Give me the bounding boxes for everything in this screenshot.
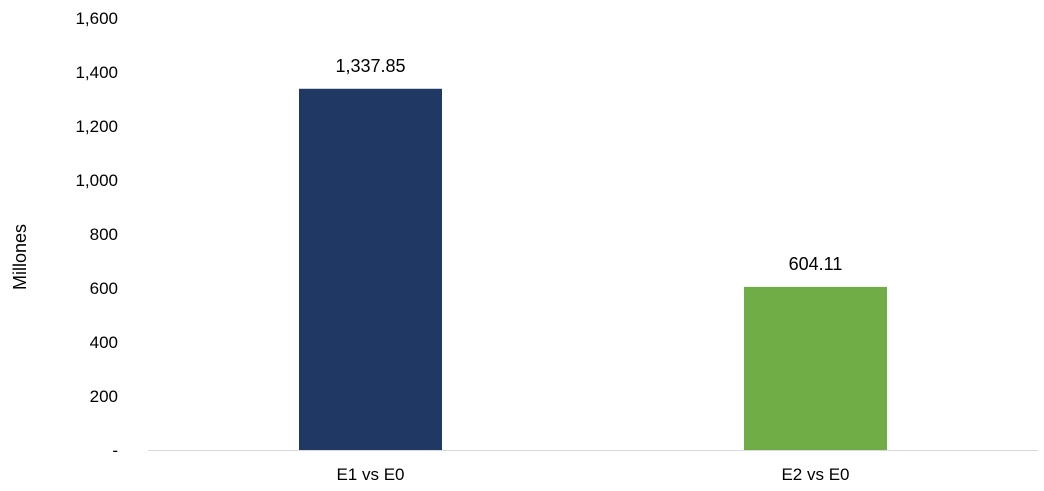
data-labels: 1,337.85 604.11 [335,56,842,274]
bar-1 [299,88,442,450]
bar-2 [744,286,887,450]
y-tick-label: 600 [90,279,118,298]
y-axis-title: Millones [10,224,30,290]
x-category-label: E2 vs E0 [781,465,849,484]
y-tick-label: - [112,441,118,460]
y-tick-label: 1,200 [75,117,118,136]
y-tick-label: 800 [90,225,118,244]
y-tick-label: 200 [90,387,118,406]
x-category-label: E1 vs E0 [336,465,404,484]
bar-value-label: 604.11 [789,254,843,274]
category-labels: E1 vs E0 E2 vs E0 [336,465,849,484]
bars [299,88,887,450]
y-tick-label: 1,000 [75,171,118,190]
y-tick-label: 400 [90,333,118,352]
y-axis-ticks: - 200 400 600 800 1,000 1,200 1,400 1,600 [75,9,118,460]
bar-value-label: 1,337.85 [335,56,405,76]
y-tick-label: 1,400 [75,63,118,82]
y-tick-label: 1,600 [75,9,118,28]
